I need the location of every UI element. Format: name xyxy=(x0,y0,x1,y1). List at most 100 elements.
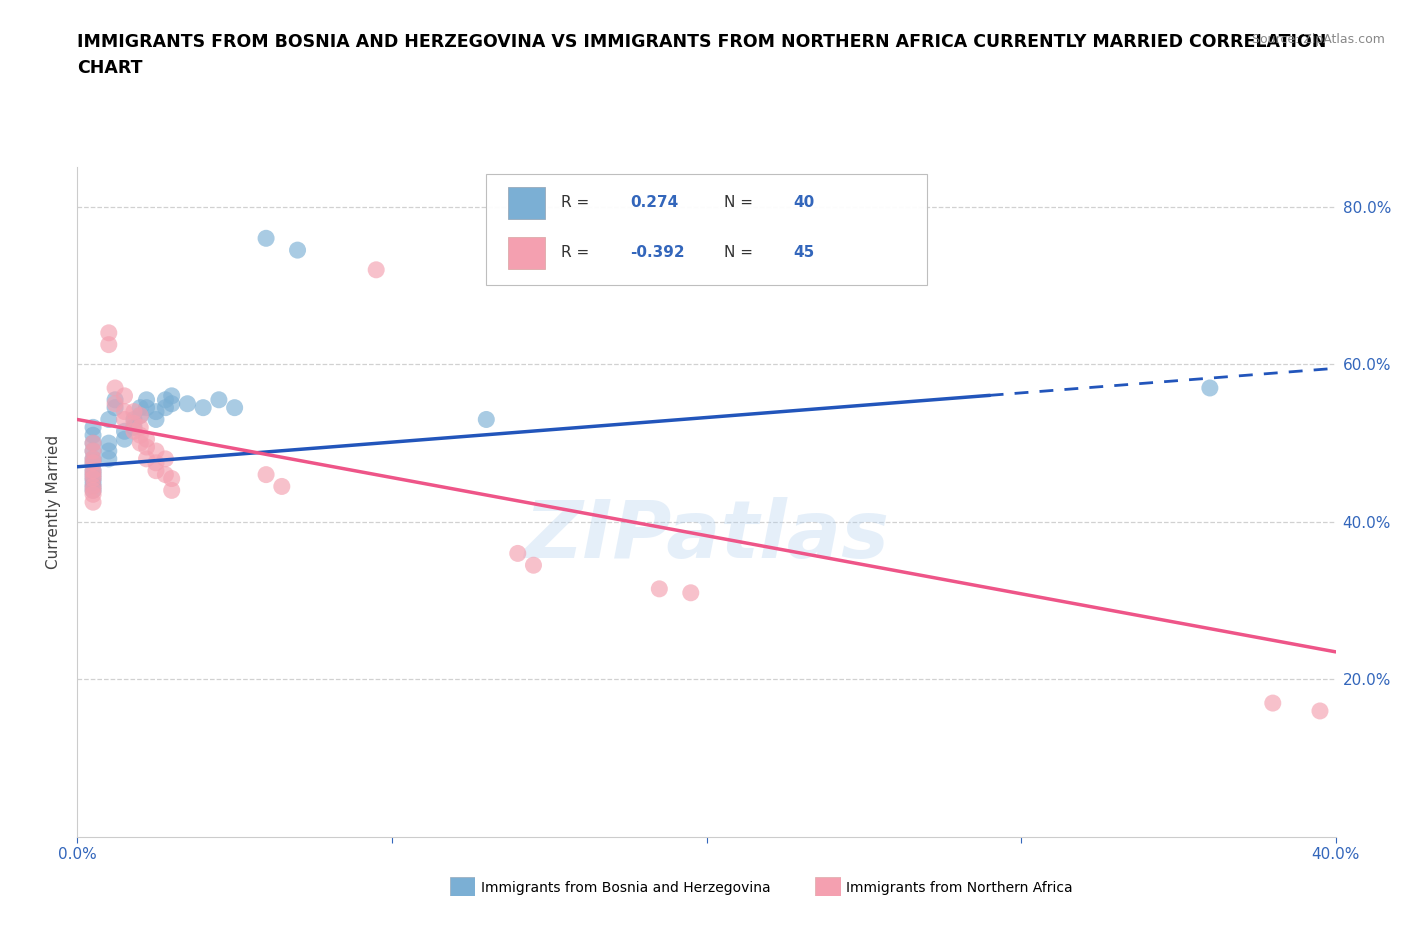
Text: -0.392: -0.392 xyxy=(630,246,685,260)
Point xyxy=(82,472,104,486)
Point xyxy=(114,424,136,439)
Point xyxy=(145,463,167,478)
Text: Immigrants from Bosnia and Herzegovina: Immigrants from Bosnia and Herzegovina xyxy=(481,881,770,896)
Point xyxy=(82,483,104,498)
Point xyxy=(1309,703,1331,718)
Text: Immigrants from Northern Africa: Immigrants from Northern Africa xyxy=(846,881,1073,896)
Point xyxy=(129,420,152,435)
Y-axis label: Currently Married: Currently Married xyxy=(46,435,62,569)
Point xyxy=(475,412,498,427)
Point xyxy=(145,444,167,458)
Point xyxy=(135,440,157,455)
Point xyxy=(97,451,120,466)
Point xyxy=(114,412,136,427)
Point xyxy=(82,467,104,482)
Point xyxy=(155,400,177,415)
Point xyxy=(129,435,152,450)
Point xyxy=(506,546,529,561)
Point xyxy=(82,444,104,458)
FancyBboxPatch shape xyxy=(508,236,546,269)
Point xyxy=(129,408,152,423)
Point xyxy=(82,451,104,466)
Point xyxy=(1261,696,1284,711)
Point xyxy=(129,408,152,423)
Point xyxy=(135,400,157,415)
Point xyxy=(82,444,104,458)
Point xyxy=(129,400,152,415)
Point xyxy=(82,495,104,510)
Point xyxy=(254,467,277,482)
Point xyxy=(82,475,104,490)
Point xyxy=(97,444,120,458)
Point xyxy=(208,392,231,407)
Point xyxy=(129,428,152,443)
Point xyxy=(82,479,104,494)
Point xyxy=(270,479,292,494)
Point xyxy=(366,262,388,277)
Point xyxy=(82,472,104,486)
Point xyxy=(82,487,104,502)
Point xyxy=(224,400,246,415)
Text: CHART: CHART xyxy=(77,59,143,76)
Point xyxy=(82,483,104,498)
Point xyxy=(97,338,120,352)
Point xyxy=(135,451,157,466)
Point xyxy=(135,392,157,407)
Point xyxy=(82,456,104,471)
Point xyxy=(82,467,104,482)
Point xyxy=(145,456,167,471)
Point xyxy=(160,472,183,486)
Point xyxy=(648,581,671,596)
Point xyxy=(82,456,104,471)
Point xyxy=(522,558,544,573)
Point xyxy=(114,389,136,404)
Point xyxy=(114,405,136,419)
Point xyxy=(82,479,104,494)
Point xyxy=(254,231,277,246)
Point xyxy=(155,451,177,466)
Point xyxy=(97,435,120,450)
Point xyxy=(82,435,104,450)
Point xyxy=(82,435,104,450)
Point xyxy=(97,412,120,427)
Text: R =: R = xyxy=(561,246,593,260)
Point xyxy=(160,389,183,404)
Point xyxy=(122,420,145,435)
Text: ZIPatlas: ZIPatlas xyxy=(524,497,889,575)
FancyBboxPatch shape xyxy=(508,187,546,219)
Point xyxy=(122,405,145,419)
Point xyxy=(287,243,309,258)
Point xyxy=(191,400,215,415)
Text: 0.274: 0.274 xyxy=(630,195,678,210)
Text: N =: N = xyxy=(724,195,758,210)
Point xyxy=(122,416,145,431)
Point xyxy=(145,412,167,427)
Point xyxy=(104,380,127,395)
Point xyxy=(82,428,104,443)
Point xyxy=(104,400,127,415)
Point xyxy=(160,483,183,498)
Point xyxy=(1199,380,1222,395)
Point xyxy=(176,396,198,411)
Point xyxy=(104,392,127,407)
Point xyxy=(82,463,104,478)
Point xyxy=(82,420,104,435)
Point xyxy=(160,396,183,411)
FancyBboxPatch shape xyxy=(486,174,927,285)
Point xyxy=(135,432,157,446)
Text: Source: ZipAtlas.com: Source: ZipAtlas.com xyxy=(1251,33,1385,46)
Text: R =: R = xyxy=(561,195,593,210)
Point xyxy=(679,585,702,600)
Point xyxy=(122,424,145,439)
Point xyxy=(145,405,167,419)
Point xyxy=(82,463,104,478)
Point xyxy=(155,392,177,407)
Point xyxy=(114,432,136,446)
Point xyxy=(104,396,127,411)
Text: N =: N = xyxy=(724,246,758,260)
Text: 45: 45 xyxy=(793,246,814,260)
Text: 40: 40 xyxy=(793,195,814,210)
Point xyxy=(122,412,145,427)
Point xyxy=(82,451,104,466)
Point xyxy=(155,467,177,482)
